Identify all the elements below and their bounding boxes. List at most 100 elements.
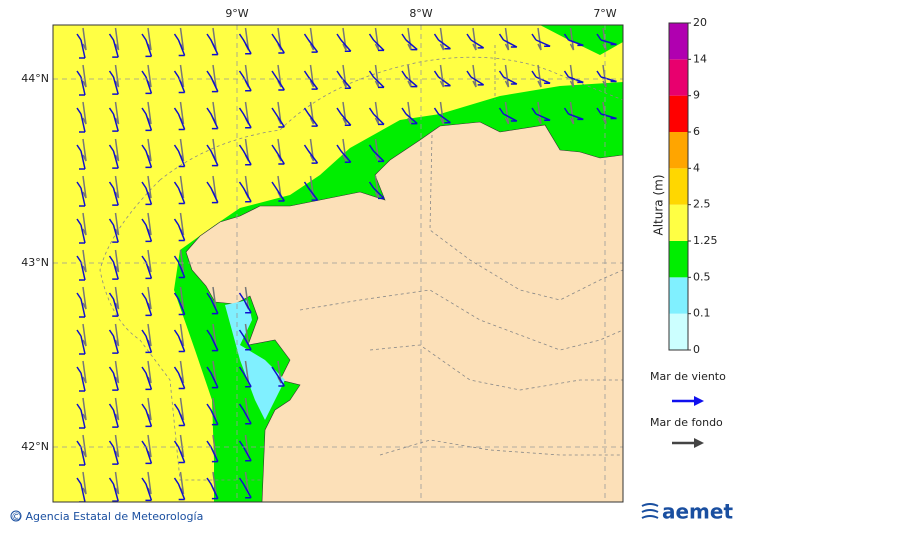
wind-arrow bbox=[303, 33, 319, 53]
wind-arrow bbox=[433, 107, 451, 124]
wind-arrow bbox=[108, 70, 119, 95]
swell-arrow bbox=[537, 101, 542, 125]
wind-arrow bbox=[238, 181, 252, 203]
wind-arrow bbox=[498, 107, 518, 122]
wind-arrow bbox=[433, 70, 451, 87]
swell-arrow bbox=[309, 27, 315, 51]
wind-arrow bbox=[141, 218, 153, 243]
swell-arrow bbox=[439, 101, 445, 125]
swell-arrow bbox=[472, 64, 477, 88]
wind-arrow bbox=[141, 33, 153, 58]
swell-arrow bbox=[114, 397, 120, 421]
wind-arrow bbox=[76, 292, 86, 318]
swell-arrow bbox=[82, 323, 87, 347]
wind-arrow bbox=[173, 403, 186, 427]
wind-arrow bbox=[173, 292, 186, 316]
swell-arrow bbox=[147, 64, 152, 88]
wind-arrow bbox=[596, 33, 617, 46]
logo: aemet bbox=[662, 500, 733, 524]
lon-label: 7°W bbox=[593, 7, 616, 20]
swell-arrow bbox=[114, 434, 120, 458]
wind-arrow bbox=[173, 107, 186, 131]
swell-arrow bbox=[82, 101, 87, 125]
logo-icon bbox=[641, 503, 659, 519]
wind-arrow bbox=[108, 477, 119, 502]
green-zone bbox=[540, 25, 623, 55]
wind-arrow bbox=[238, 144, 252, 166]
wind-arrow bbox=[141, 329, 153, 354]
lat-label: 42°N bbox=[21, 440, 49, 453]
wind-arrow bbox=[238, 440, 252, 462]
wind-arrow bbox=[76, 366, 86, 392]
colorbar-segment bbox=[669, 59, 688, 96]
swell-arrow bbox=[82, 249, 87, 273]
swell-arrow bbox=[147, 323, 152, 347]
wind-arrow bbox=[76, 218, 86, 244]
swell-arrow bbox=[309, 101, 315, 125]
wind-arrow bbox=[433, 33, 451, 50]
swell-arrow bbox=[147, 397, 152, 421]
wind-arrow bbox=[141, 440, 153, 465]
wind-arrow bbox=[173, 255, 186, 279]
swell-arrow bbox=[407, 27, 412, 51]
swell-arrow bbox=[504, 64, 510, 88]
wind-arrow bbox=[303, 144, 319, 164]
swell-arrow bbox=[147, 27, 152, 51]
wind-arrow bbox=[271, 366, 285, 387]
wind-arrow bbox=[368, 107, 385, 126]
wind-arrow bbox=[108, 329, 119, 354]
colorbar-tick-label: 0 bbox=[693, 343, 700, 356]
wind-arrow bbox=[271, 70, 285, 91]
swell-arrow bbox=[407, 101, 412, 125]
colorbar-segment bbox=[669, 313, 688, 350]
swell-arrow bbox=[147, 212, 152, 236]
swell-arrow bbox=[114, 64, 120, 88]
wind-arrow bbox=[76, 329, 86, 355]
wind-arrow bbox=[563, 70, 584, 84]
swell-arrow bbox=[342, 27, 347, 51]
lon-label: 9°W bbox=[225, 7, 248, 20]
wind-arrow bbox=[368, 181, 385, 200]
swell-arrow bbox=[439, 27, 445, 51]
wind-arrow bbox=[141, 366, 153, 391]
map bbox=[53, 25, 623, 502]
wind-arrow bbox=[141, 144, 153, 169]
swell-arrow bbox=[114, 323, 120, 347]
wind-arrow bbox=[271, 181, 285, 202]
wind-arrow bbox=[238, 366, 252, 388]
colorbar-segment bbox=[669, 132, 688, 169]
colorbar-tick-label: 20 bbox=[693, 16, 707, 29]
wind-arrow bbox=[76, 255, 86, 281]
swell-arrow bbox=[147, 434, 152, 458]
wind-arrow bbox=[238, 292, 252, 314]
wind-arrow bbox=[76, 181, 86, 207]
legend-arrow-head bbox=[694, 438, 704, 448]
swell-arrow bbox=[114, 249, 120, 273]
swell-arrow bbox=[114, 175, 120, 199]
wind-arrow bbox=[173, 70, 186, 94]
colorbar-frame bbox=[668, 22, 689, 351]
copyright-icon bbox=[10, 510, 22, 522]
colorbar-segment bbox=[669, 168, 688, 205]
swell-arrow bbox=[82, 64, 87, 88]
map-frame bbox=[52, 24, 624, 503]
wind-arrow bbox=[173, 181, 186, 205]
swell-arrow bbox=[504, 101, 510, 125]
wind-arrow bbox=[173, 33, 186, 57]
swell-arrow bbox=[342, 64, 347, 88]
lat-label: 43°N bbox=[21, 256, 49, 269]
swell-arrow bbox=[569, 101, 575, 125]
wind-arrow bbox=[108, 366, 119, 391]
legend-arrow-head bbox=[694, 396, 704, 406]
swell-arrow bbox=[114, 101, 120, 125]
wind-arrow bbox=[336, 144, 352, 164]
wind-arrow bbox=[206, 70, 219, 93]
lon-label: 8°W bbox=[409, 7, 432, 20]
wind-arrow bbox=[336, 33, 352, 53]
wind-arrow bbox=[368, 144, 385, 163]
swell-arrow bbox=[147, 360, 152, 384]
wind-arrow bbox=[141, 255, 153, 280]
wind-arrow bbox=[336, 107, 352, 127]
wind-arrow bbox=[76, 70, 86, 96]
